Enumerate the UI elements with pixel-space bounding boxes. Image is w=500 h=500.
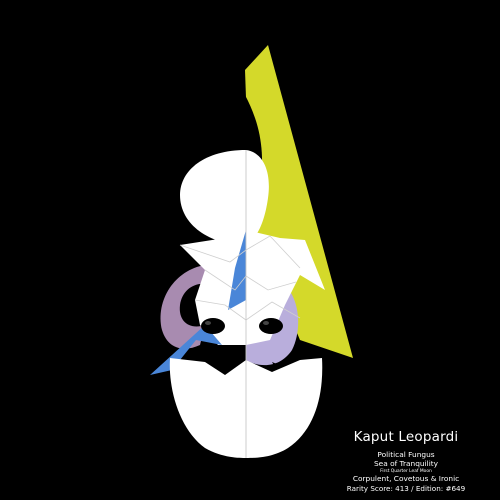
trait-line: Sea of Tranquility bbox=[373, 458, 439, 468]
face-crumple-right bbox=[246, 230, 325, 345]
trait-line: Corpulent, Covetous & Ironic bbox=[352, 474, 460, 484]
left-eye-shine bbox=[205, 321, 211, 325]
crease-lines bbox=[179, 235, 301, 321]
upper-head-left bbox=[180, 150, 246, 245]
left-eye bbox=[201, 318, 225, 334]
artwork-title: Kaput Leopardi bbox=[353, 428, 459, 445]
blue-stripe-lower bbox=[150, 325, 222, 375]
lower-body-right bbox=[246, 358, 323, 458]
blue-stripe-upper bbox=[228, 230, 246, 310]
artwork-caption: Kaput Leopardi Political Fungus Sea of T… bbox=[331, 428, 481, 493]
right-eye bbox=[259, 318, 283, 334]
yellow-blade-shape bbox=[245, 45, 353, 358]
rarity-line: Rarity Score: 413 / Edition: #649 bbox=[346, 483, 466, 493]
face-crumple-left bbox=[180, 230, 246, 345]
lower-body-left bbox=[169, 358, 246, 458]
upper-head-right bbox=[246, 150, 269, 245]
right-eye-shine bbox=[263, 321, 269, 325]
trait-line: Political Fungus bbox=[377, 450, 435, 460]
trait-line: First Quarter Leaf Moon bbox=[380, 469, 432, 475]
mauve-ring bbox=[160, 265, 212, 349]
